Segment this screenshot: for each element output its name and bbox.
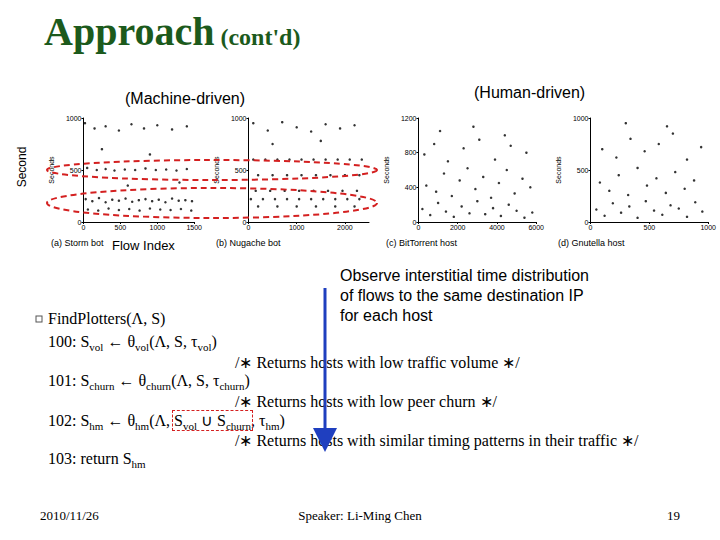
svg-text:(d) Gnutella host: (d) Gnutella host [558,238,625,248]
html-text:of flows to the same destinati: of flows to the same destination IP [340,287,584,304]
svg-text:500: 500 [70,167,82,174]
svg-text:1500: 1500 [186,224,202,231]
svg-text:2000: 2000 [337,224,353,231]
svg-text:500: 500 [115,224,127,231]
svg-text:800: 800 [405,149,417,156]
html-text:/∗ Returns hosts with low peer: /∗ Returns hosts with low peer churn ∗/ [235,392,497,410]
svg-text:1000: 1000 [573,115,589,122]
svg-text:2000: 2000 [450,224,466,231]
svg-text:1000: 1000 [289,224,305,231]
html-text:(Machine-driven): (Machine-driven) [125,90,245,107]
svg-text:6000: 6000 [528,224,544,231]
html-text:2010/11/26: 2010/11/26 [40,508,99,523]
svg-text:0: 0 [584,218,589,226]
html-text:101: Schurn← θchurn(Λ, S, τchu: 101: Schurn← θchurn(Λ, S, τchurn) [48,372,250,393]
html-text:103: return Shm: 103: return Shm [48,450,146,471]
svg-text:(b) Nugache bot: (b) Nugache bot [216,238,281,248]
svg-text:1200: 1200 [401,115,417,122]
svg-text:0: 0 [589,224,593,231]
svg-text:Seconds: Seconds [555,156,562,184]
svg-text:1000: 1000 [231,115,247,122]
html-text:102: Shm← θhm(Λ, Svol∪ Schurn,: 102: Shm← θhm(Λ, Svol∪ Schurn, τhm) [48,412,285,433]
html-text:Second: Second [15,146,30,188]
svg-text:1000: 1000 [66,115,82,122]
html-text:Approach(cont'd): Approach(cont'd) [44,9,301,54]
svg-text:Seconds: Seconds [383,156,390,184]
html-text:19: 19 [667,508,680,523]
svg-text:400: 400 [405,184,417,191]
html-text:Speaker: Li-Ming Chen: Speaker: Li-Ming Chen [298,508,422,523]
html-text:Observe interstitial time dist: Observe interstitial time distribution [340,267,589,284]
html-text:/∗ Returns hosts with similar: /∗ Returns hosts with similar timing pat… [235,431,639,449]
svg-text:0: 0 [242,218,247,226]
svg-text:(c) BitTorrent host: (c) BitTorrent host [386,238,458,248]
svg-text:500: 500 [643,224,655,231]
svg-text:Seconds: Seconds [213,156,220,184]
html-text:FindPlotters(Λ, S): FindPlotters(Λ, S) [48,310,166,327]
svg-text:0: 0 [77,218,82,226]
svg-text:4000: 4000 [489,224,505,231]
svg-text:(a) Storm bot: (a) Storm bot [51,238,104,248]
svg-text:1000: 1000 [700,224,716,231]
html-text:Flow Index: Flow Index [112,238,175,253]
svg-text:1000: 1000 [150,224,166,231]
html-text:/∗ Returns hosts with low traf: /∗ Returns hosts with low traffic volume… [235,353,520,371]
html-text:100: Svol← θvol(Λ, S, τvol): 100: Svol← θvol(Λ, S, τvol) [48,333,217,354]
svg-text:0: 0 [82,224,86,231]
svg-text:0: 0 [247,224,251,231]
svg-text:500: 500 [577,167,589,174]
svg-text:0: 0 [417,224,421,231]
svg-text:500: 500 [235,167,247,174]
svg-text:0: 0 [412,218,417,226]
html-text:(Human-driven): (Human-driven) [474,84,586,101]
html-text:for each host: for each host [340,307,433,324]
svg-text:Seconds: Seconds [48,156,55,184]
